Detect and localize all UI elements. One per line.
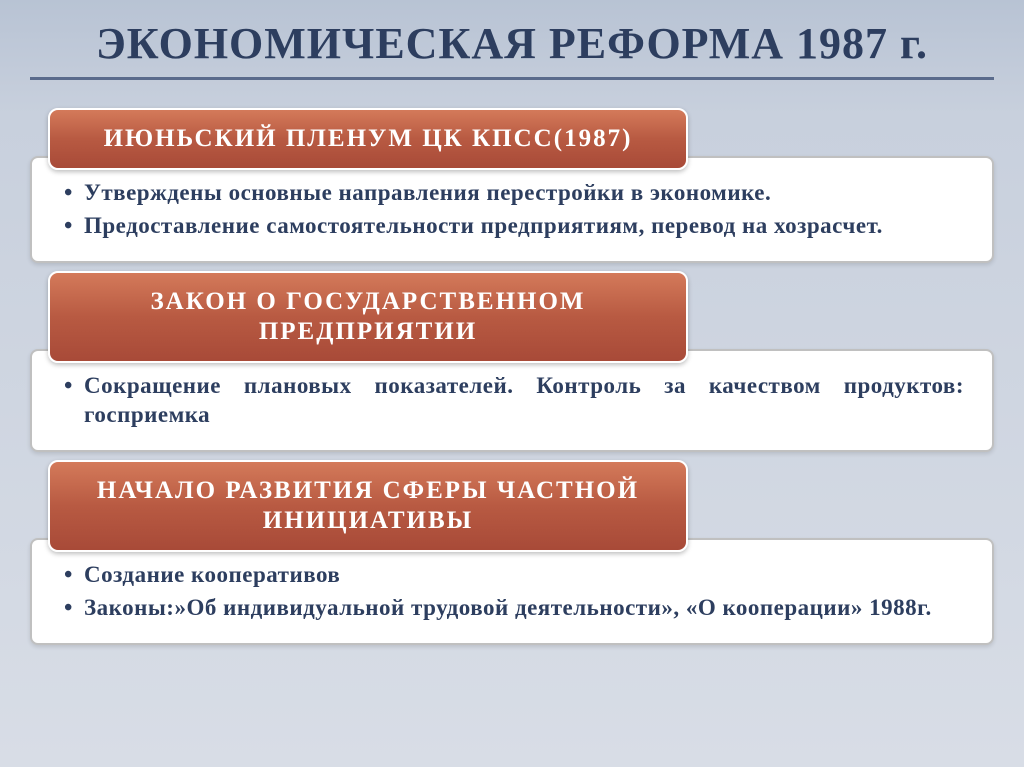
- bullet-item: Создание кооперативов: [60, 560, 964, 589]
- bullet-list-2: Сокращение плановых показателей. Контрол…: [60, 371, 964, 430]
- bullet-item: Законы:»Об индивидуальной трудовой деяте…: [60, 593, 964, 622]
- bullet-item: Предоставление самостоятельности предпри…: [60, 211, 964, 240]
- bullet-item: Сокращение плановых показателей. Контрол…: [60, 371, 964, 430]
- section-header-2: ЗАКОН О ГОСУДАРСТВЕННОМ ПРЕДПРИЯТИИ: [48, 271, 688, 363]
- slide: ЭКОНОМИЧЕСКАЯ РЕФОРМА 1987 г. ИЮНЬСКИЙ П…: [0, 0, 1024, 767]
- section-1: ИЮНЬСКИЙ ПЛЕНУМ ЦК КПСС(1987) Утверждены…: [30, 108, 994, 263]
- section-3: НАЧАЛО РАЗВИТИЯ СФЕРЫ ЧАСТНОЙ ИНИЦИАТИВЫ…: [30, 460, 994, 645]
- section-2: ЗАКОН О ГОСУДАРСТВЕННОМ ПРЕДПРИЯТИИ Сокр…: [30, 271, 994, 452]
- section-header-3: НАЧАЛО РАЗВИТИЯ СФЕРЫ ЧАСТНОЙ ИНИЦИАТИВЫ: [48, 460, 688, 552]
- bullet-list-3: Создание кооперативов Законы:»Об индивид…: [60, 560, 964, 623]
- section-header-1: ИЮНЬСКИЙ ПЛЕНУМ ЦК КПСС(1987): [48, 108, 688, 170]
- section-body-2: Сокращение плановых показателей. Контрол…: [30, 349, 994, 452]
- title-underline: [30, 77, 994, 80]
- bullet-list-1: Утверждены основные направления перестро…: [60, 178, 964, 241]
- bullet-item: Утверждены основные направления перестро…: [60, 178, 964, 207]
- slide-title: ЭКОНОМИЧЕСКАЯ РЕФОРМА 1987 г.: [30, 18, 994, 69]
- section-body-1: Утверждены основные направления перестро…: [30, 156, 994, 263]
- section-body-3: Создание кооперативов Законы:»Об индивид…: [30, 538, 994, 645]
